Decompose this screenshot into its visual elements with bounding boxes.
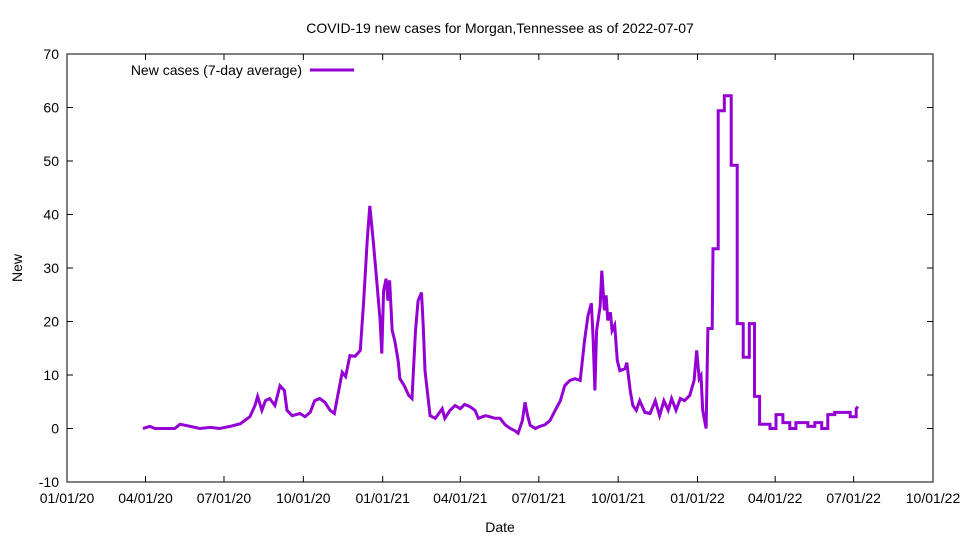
y-axis-label: New <box>9 253 25 282</box>
chart-title: COVID-19 new cases for Morgan,Tennessee … <box>306 20 694 36</box>
y-tick-label: 50 <box>43 153 59 169</box>
x-tick-label: 07/01/21 <box>512 490 567 506</box>
x-tick-label: 01/01/22 <box>670 490 725 506</box>
y-tick-label: 60 <box>43 100 59 116</box>
x-tick-label: 01/01/20 <box>40 490 95 506</box>
plot-frame <box>66 53 934 483</box>
x-tick-label: 04/01/22 <box>748 490 803 506</box>
x-tick-label: 01/01/21 <box>355 490 410 506</box>
y-tick-label: 0 <box>51 421 59 437</box>
y-tick-label: -10 <box>39 474 59 490</box>
legend-label: New cases (7-day average) <box>131 62 302 78</box>
y-tick-label: 20 <box>43 314 59 330</box>
y-tick-label: 30 <box>43 260 59 276</box>
x-tick-label: 10/01/22 <box>906 490 960 506</box>
x-tick-label: 10/01/21 <box>591 490 646 506</box>
y-tick-label: 70 <box>43 46 59 62</box>
x-tick-label: 04/01/21 <box>433 490 488 506</box>
axis-ticks: 01/01/20 04/01/20 07/01/20 10/01/20 01/01/21… <box>39 46 960 506</box>
x-tick-label: 10/01/20 <box>276 490 331 506</box>
series-line-new-cases <box>142 94 860 436</box>
legend: New cases (7-day average) <box>131 62 354 78</box>
y-tick-label: 40 <box>43 207 59 223</box>
y-tick-label: 10 <box>43 367 59 383</box>
x-tick-label: 07/01/20 <box>197 490 252 506</box>
x-tick-label: 04/01/20 <box>118 490 173 506</box>
x-tick-label: 07/01/22 <box>826 490 881 506</box>
x-axis-label: Date <box>485 519 515 535</box>
